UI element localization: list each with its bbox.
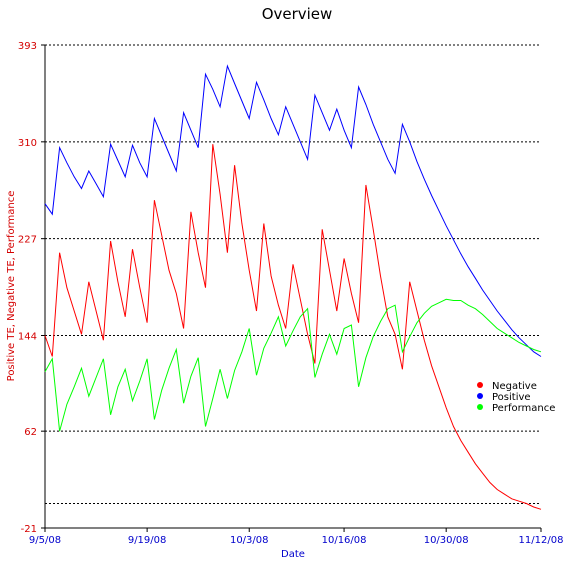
- legend-marker-negative: [477, 382, 483, 388]
- x-tick-labels: 9/5/08 9/19/08 10/3/08 10/16/08 10/30/08 11/1…: [29, 535, 564, 546]
- x-tick-label: 9/19/08: [128, 535, 167, 546]
- x-tick-label: 10/3/08: [230, 535, 269, 546]
- y-tick-labels: -21 62 144 227 310 393: [18, 41, 37, 535]
- x-tick-label: 9/5/08: [29, 535, 61, 546]
- series-line-positive: [44, 64, 542, 357]
- x-axis-label: Date: [281, 549, 305, 560]
- chart-title: Overview: [262, 5, 333, 23]
- legend-label-performance: Performance: [492, 403, 555, 414]
- legend-marker-positive: [477, 393, 483, 399]
- series-line-negative: [44, 144, 542, 510]
- gridlines: [45, 44, 541, 504]
- y-axis-label: Positive TE, Negative TE, Performance: [6, 191, 17, 382]
- y-tick-label: -21: [21, 524, 37, 535]
- legend-label-negative: Negative: [492, 381, 537, 392]
- series-lines: [44, 64, 542, 510]
- y-tick-label: 144: [18, 332, 37, 343]
- x-tick-label: 11/12/08: [519, 535, 564, 546]
- series-line-performance: [44, 298, 542, 432]
- legend-marker-performance: [477, 404, 483, 410]
- y-tick-label: 227: [18, 235, 37, 246]
- y-tick-label: 62: [24, 427, 37, 438]
- x-tick-label: 10/16/08: [322, 535, 367, 546]
- axes: [41, 44, 542, 532]
- y-tick-label: 393: [18, 41, 37, 52]
- y-tick-label: 310: [18, 138, 37, 149]
- legend-label-positive: Positive: [492, 392, 531, 403]
- x-tick-label: 10/30/08: [424, 535, 469, 546]
